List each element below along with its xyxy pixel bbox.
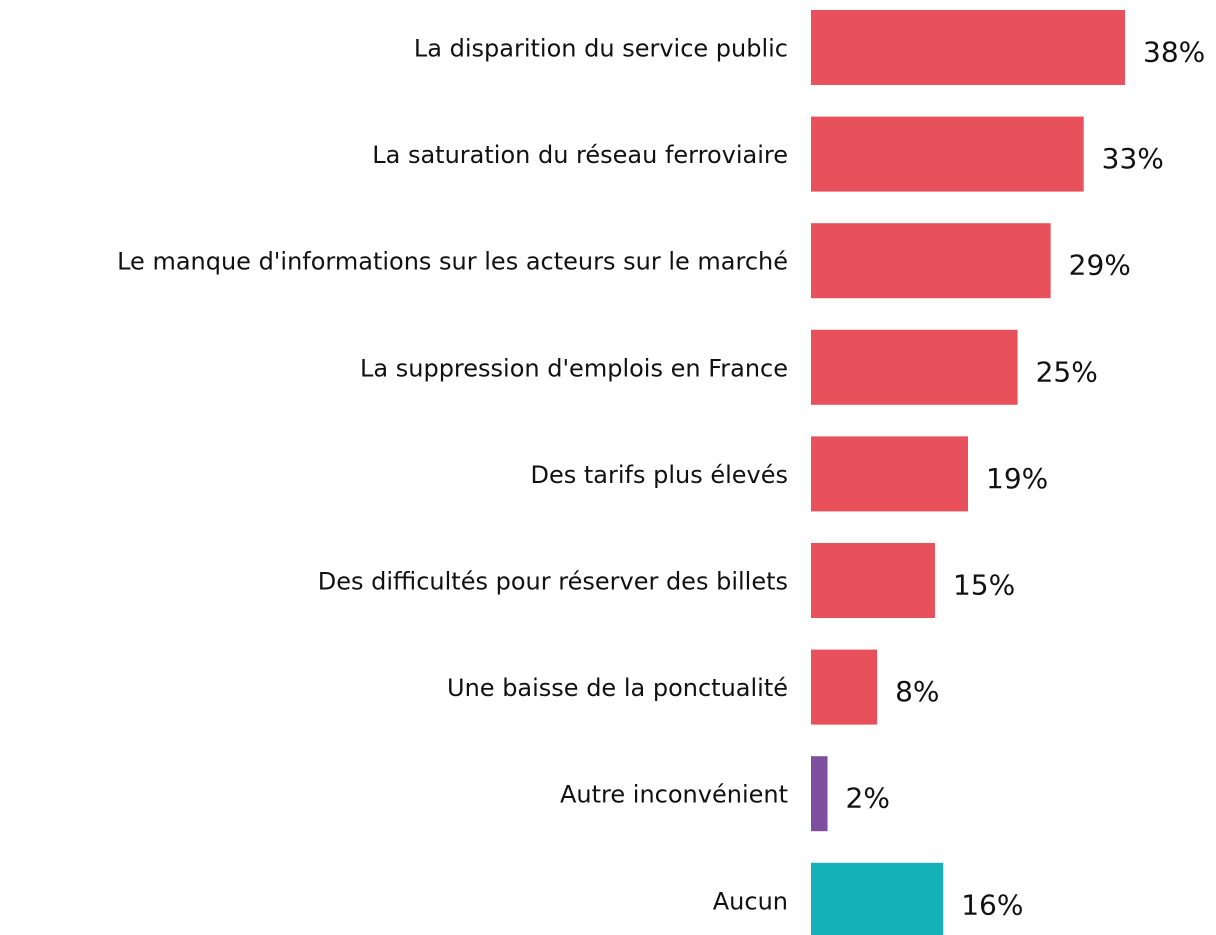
category-label: La saturation du réseau ferroviaire xyxy=(372,141,788,169)
bar xyxy=(811,756,828,832)
bar xyxy=(811,862,944,935)
bar xyxy=(811,116,1084,192)
category-label: Le manque d'informations sur les acteurs… xyxy=(117,248,788,276)
value-label: 25% xyxy=(1036,355,1098,388)
bar xyxy=(811,329,1018,405)
bar xyxy=(811,649,878,725)
value-label: 19% xyxy=(986,462,1048,495)
value-label: 15% xyxy=(953,569,1015,602)
value-label: 33% xyxy=(1102,142,1164,175)
bar xyxy=(811,10,1125,85)
bar xyxy=(811,223,1051,299)
value-label: 38% xyxy=(1143,36,1205,69)
value-label: 2% xyxy=(846,782,890,815)
category-label: La disparition du service public xyxy=(414,35,788,63)
category-label: Une baisse de la ponctualité xyxy=(447,674,788,702)
value-label: 16% xyxy=(961,888,1023,921)
bar xyxy=(811,543,935,618)
category-label: La suppression d'emplois en France xyxy=(360,354,788,382)
bar xyxy=(811,436,968,512)
value-label: 8% xyxy=(895,675,939,708)
category-label: Des tarifs plus élevés xyxy=(530,461,788,489)
value-label: 29% xyxy=(1069,249,1131,282)
category-label: Des difficultés pour réserver des billet… xyxy=(318,568,788,596)
category-label: Autre inconvénient xyxy=(560,781,788,809)
category-label: Aucun xyxy=(713,887,788,915)
